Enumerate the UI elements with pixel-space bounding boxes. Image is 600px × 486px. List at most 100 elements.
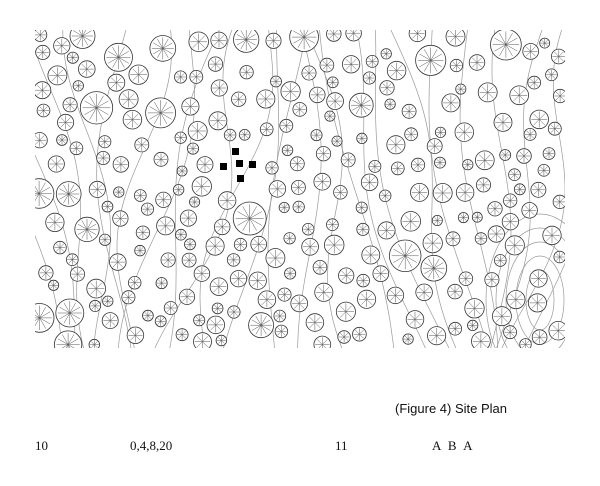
tree-branch [295, 206, 299, 211]
tree-branch [322, 339, 328, 345]
tree-branch [371, 166, 376, 171]
tree-branch [166, 307, 171, 313]
tree-branch [461, 278, 467, 283]
tree [415, 283, 433, 302]
tree-branch [449, 30, 456, 37]
tree-branch [212, 115, 219, 121]
tree-branch [472, 62, 478, 68]
tree-branch [190, 101, 196, 107]
tree [545, 68, 558, 82]
tree-branch [233, 273, 239, 279]
tree-branch [530, 51, 536, 57]
tree [551, 48, 565, 65]
tree-branch [69, 302, 76, 314]
tree-branch [396, 70, 403, 77]
tree-branch [529, 210, 535, 216]
tree-branch [559, 91, 565, 97]
tree [360, 173, 379, 192]
tree [107, 73, 126, 92]
tree-branch [433, 262, 444, 269]
tree-branch [374, 166, 379, 171]
tree [368, 159, 382, 173]
tree-branch [201, 273, 207, 279]
contour-line [523, 262, 565, 348]
tree-branch [505, 221, 511, 227]
tree-branch [137, 144, 142, 150]
tree-branch [82, 30, 87, 37]
tree-branch [555, 201, 560, 207]
tree-branch [122, 93, 129, 100]
tree-branch [554, 51, 559, 57]
tree-branch [65, 117, 71, 123]
tree [54, 330, 83, 348]
tree-branch [84, 100, 97, 109]
tree [445, 30, 466, 47]
tree-branch [458, 132, 465, 138]
tree-branch [381, 192, 386, 196]
tree-branch [363, 276, 368, 281]
tree [72, 80, 84, 92]
tree-branch [385, 192, 389, 196]
tree [504, 235, 525, 256]
tree-branch [548, 153, 553, 158]
tree-branch [464, 132, 471, 138]
tree-branch [230, 311, 235, 316]
tree-branch [514, 245, 521, 252]
tree-branch [556, 256, 560, 261]
tree [357, 289, 377, 309]
tree-branch [315, 263, 321, 268]
tree-branch [393, 248, 406, 257]
tree-branch [37, 84, 43, 91]
tree-branch [104, 301, 108, 305]
tree-branch [436, 187, 443, 194]
tree-branch [68, 193, 75, 204]
tree-branch [280, 294, 285, 299]
tree-branch [365, 249, 371, 256]
tree-branch [35, 193, 40, 197]
tree-branch [362, 229, 367, 234]
tree-branch [115, 213, 121, 219]
tree-branch [132, 119, 139, 126]
tree-branch [279, 315, 284, 320]
tree [305, 313, 325, 332]
tree-branch [94, 302, 99, 307]
tree-branch [436, 330, 443, 336]
tree-branch [465, 274, 471, 279]
tree [35, 178, 55, 209]
tree [415, 44, 447, 76]
tree [55, 181, 82, 207]
tree-branch [197, 130, 204, 137]
tree-branch [318, 344, 323, 348]
building [236, 160, 243, 167]
tree-branch [510, 174, 515, 179]
tree-branch [82, 30, 92, 37]
tree-branch [122, 99, 129, 106]
tree [69, 30, 96, 49]
tree-branch [303, 30, 309, 38]
tree-branch [289, 273, 294, 277]
tree-branch [111, 82, 117, 88]
tree-branch [500, 260, 504, 265]
tree-branch [525, 46, 531, 52]
tree-branch [277, 183, 283, 190]
footer-item: 11 [335, 438, 348, 453]
tree-branch [177, 231, 182, 235]
tree-branch [38, 52, 43, 57]
tree-branch [65, 100, 71, 105]
tree-branch [158, 194, 164, 200]
tree-branch [410, 134, 416, 139]
tree-branch [209, 245, 216, 252]
tree [474, 150, 495, 171]
tree-branch [480, 341, 487, 348]
tree [402, 333, 414, 345]
tree [122, 109, 143, 130]
tree-branch [233, 308, 238, 313]
tree-branch [538, 185, 544, 190]
tree-branch [59, 188, 69, 195]
tree-branch [426, 237, 433, 244]
tree-branch [408, 107, 414, 112]
tree-branch [229, 255, 234, 261]
tree-branch [253, 239, 259, 245]
tree-branch [287, 146, 291, 151]
tree [457, 212, 469, 224]
